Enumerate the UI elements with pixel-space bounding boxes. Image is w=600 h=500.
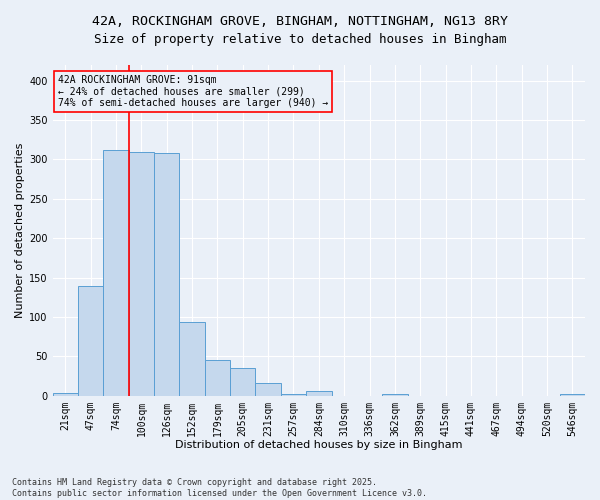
Bar: [78, 286, 103, 396]
Bar: [154, 153, 179, 396]
Bar: [53, 394, 78, 396]
Text: 42A, ROCKINGHAM GROVE, BINGHAM, NOTTINGHAM, NG13 8RY: 42A, ROCKINGHAM GROVE, BINGHAM, NOTTINGH…: [92, 15, 508, 28]
Bar: [281, 394, 306, 396]
Bar: [129, 152, 154, 396]
Bar: [205, 360, 230, 396]
Bar: [230, 368, 256, 396]
X-axis label: Distribution of detached houses by size in Bingham: Distribution of detached houses by size …: [175, 440, 463, 450]
Bar: [103, 150, 129, 396]
Bar: [382, 394, 407, 396]
Bar: [306, 391, 332, 396]
Text: Contains HM Land Registry data © Crown copyright and database right 2025.
Contai: Contains HM Land Registry data © Crown c…: [12, 478, 427, 498]
Bar: [256, 383, 281, 396]
Y-axis label: Number of detached properties: Number of detached properties: [15, 142, 25, 318]
Bar: [179, 322, 205, 396]
Bar: [560, 394, 585, 396]
Text: Size of property relative to detached houses in Bingham: Size of property relative to detached ho…: [94, 32, 506, 46]
Text: 42A ROCKINGHAM GROVE: 91sqm
← 24% of detached houses are smaller (299)
74% of se: 42A ROCKINGHAM GROVE: 91sqm ← 24% of det…: [58, 75, 328, 108]
